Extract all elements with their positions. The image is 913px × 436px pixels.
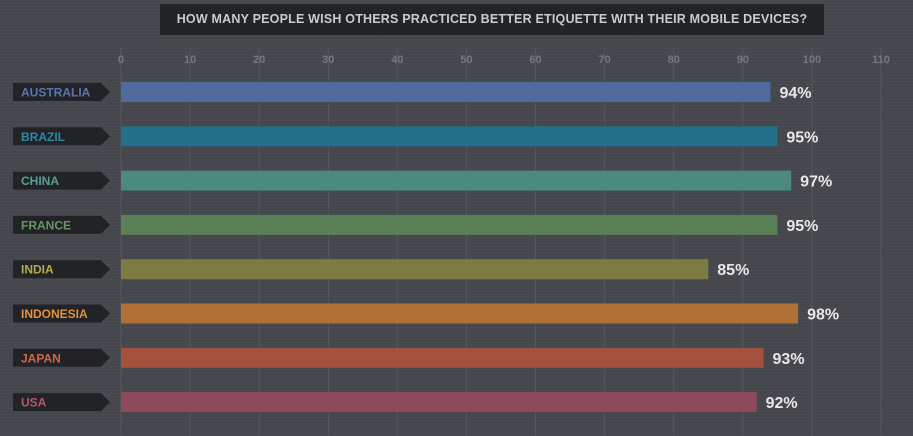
- category-tag: [13, 393, 110, 412]
- x-tick-label: 10: [184, 54, 196, 66]
- value-label: 98%: [807, 307, 839, 324]
- bar: [121, 214, 778, 235]
- category-label: JAPAN: [21, 351, 61, 365]
- category-label: BRAZIL: [21, 130, 65, 144]
- value-label: 94%: [779, 85, 811, 102]
- x-tick-label: 40: [391, 54, 403, 66]
- x-tick-label: 50: [460, 54, 472, 66]
- category-tag: [13, 215, 110, 234]
- x-tick-label: 0: [118, 54, 124, 66]
- x-tick-label: 90: [737, 54, 749, 66]
- category-label: INDONESIA: [21, 307, 88, 321]
- category-tag: [13, 83, 110, 101]
- bar: [121, 82, 771, 102]
- bar: [121, 259, 709, 280]
- category-label: USA: [21, 396, 47, 410]
- x-tick-label: 60: [529, 54, 541, 66]
- category-label: INDIA: [21, 263, 54, 277]
- value-label: 97%: [800, 174, 832, 191]
- bar: [121, 126, 778, 147]
- x-tick-label: 100: [803, 54, 821, 66]
- x-tick-label: 70: [599, 54, 611, 66]
- category-tag: [13, 260, 110, 279]
- category-tag: [13, 127, 110, 146]
- category-label: AUSTRALIA: [21, 86, 91, 100]
- x-tick-label: 20: [253, 54, 265, 66]
- category-tag: [13, 304, 110, 323]
- category-label: FRANCE: [21, 218, 71, 232]
- bar: [121, 170, 792, 191]
- chart-title: HOW MANY PEOPLE WISH OTHERS PRACTICED BE…: [160, 4, 824, 35]
- x-tick-label: 80: [668, 54, 680, 66]
- bar: [121, 347, 764, 368]
- x-tick-label: 30: [322, 54, 334, 66]
- category-tag: [13, 171, 110, 190]
- value-label: 93%: [773, 351, 805, 368]
- value-label: 95%: [786, 218, 818, 235]
- category-label: CHINA: [21, 174, 59, 188]
- value-label: 92%: [766, 395, 798, 412]
- category-tag: [13, 348, 110, 367]
- value-label: 95%: [786, 129, 818, 146]
- bar: [121, 392, 757, 413]
- bar: [121, 303, 799, 324]
- value-label: 85%: [717, 262, 749, 279]
- x-tick-label: 110: [872, 54, 890, 66]
